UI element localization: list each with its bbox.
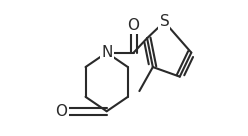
Text: S: S xyxy=(159,14,169,29)
Text: N: N xyxy=(101,45,112,60)
Text: O: O xyxy=(56,104,67,119)
Text: O: O xyxy=(128,18,140,33)
